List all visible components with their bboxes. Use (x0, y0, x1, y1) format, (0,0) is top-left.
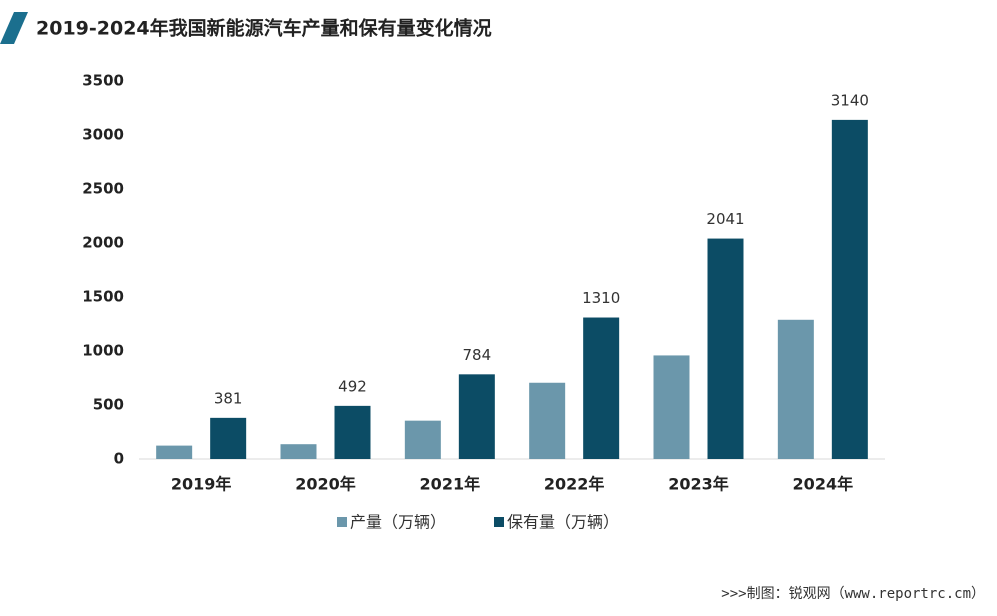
y-tick-label: 0 (114, 450, 124, 468)
bar (707, 238, 744, 459)
x-tick-label: 2024年 (793, 475, 854, 494)
data-label: 784 (463, 346, 492, 364)
bar (334, 405, 371, 459)
bar (280, 444, 317, 459)
bar (653, 355, 690, 459)
data-label: 381 (214, 389, 243, 407)
y-tick-label: 3500 (82, 72, 124, 90)
x-tick-label: 2022年 (544, 475, 605, 494)
source-note: >>>制图：锐观网（www.reportrc.cm） (721, 586, 985, 602)
y-tick-label: 500 (93, 396, 124, 414)
bar (458, 374, 495, 459)
chart-title: 2019-2024年我国新能源汽车产量和保有量变化情况 (36, 17, 492, 40)
y-tick-label: 1000 (82, 342, 124, 360)
x-tick-label: 2021年 (420, 475, 481, 494)
legend-swatch (494, 517, 504, 527)
bar (404, 420, 441, 459)
data-label: 1310 (582, 289, 620, 307)
x-tick-label: 2019年 (171, 475, 232, 494)
y-tick-label: 2500 (82, 180, 124, 198)
data-label: 492 (338, 377, 367, 395)
y-tick-label: 3000 (82, 126, 124, 144)
bar (777, 319, 814, 459)
x-tick-label: 2023年 (668, 475, 729, 494)
x-tick-label: 2020年 (295, 475, 356, 494)
bar (529, 382, 566, 459)
bar (583, 317, 620, 459)
legend-swatch (337, 517, 347, 527)
data-label: 2041 (706, 210, 744, 228)
y-tick-label: 2000 (82, 234, 124, 252)
legend-label: 保有量（万辆） (507, 513, 619, 532)
data-label: 3140 (831, 91, 869, 109)
bar (156, 445, 193, 459)
legend-label: 产量（万辆） (350, 513, 446, 532)
y-tick-label: 1500 (82, 288, 124, 306)
bar (210, 417, 247, 459)
title-accent (0, 12, 28, 44)
bar (831, 119, 868, 459)
